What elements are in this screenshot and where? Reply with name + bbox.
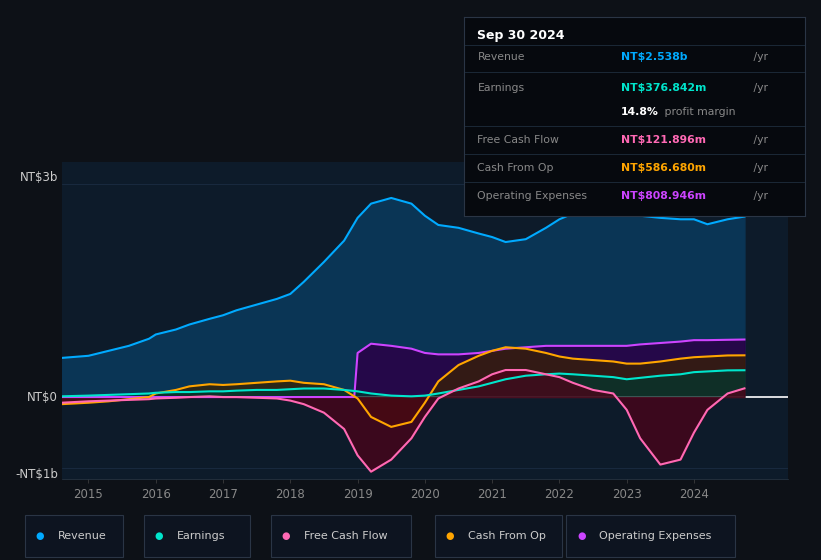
Text: ●: ● [577,531,585,542]
Text: NT$0: NT$0 [27,390,58,404]
Text: Free Cash Flow: Free Cash Flow [478,135,559,145]
Text: /yr: /yr [750,135,768,145]
Text: /yr: /yr [750,191,768,200]
Text: /yr: /yr [750,163,768,173]
Text: Revenue: Revenue [57,531,106,542]
Text: Free Cash Flow: Free Cash Flow [304,531,388,542]
Text: ●: ● [282,531,290,542]
Text: NT$121.896m: NT$121.896m [621,135,705,145]
Text: NT$376.842m: NT$376.842m [621,83,706,94]
Text: Cash From Op: Cash From Op [468,531,546,542]
Text: Sep 30 2024: Sep 30 2024 [478,29,565,42]
Text: /yr: /yr [750,52,768,62]
Text: Revenue: Revenue [478,52,525,62]
Text: NT$3b: NT$3b [20,171,58,184]
Text: Operating Expenses: Operating Expenses [599,531,712,542]
Text: NT$2.538b: NT$2.538b [621,52,687,62]
Text: Operating Expenses: Operating Expenses [478,191,588,200]
Text: ●: ● [446,531,454,542]
Text: ●: ● [154,531,163,542]
Text: NT$586.680m: NT$586.680m [621,163,705,173]
Text: Earnings: Earnings [478,83,525,94]
Text: NT$808.946m: NT$808.946m [621,191,705,200]
Text: -NT$1b: -NT$1b [15,468,58,481]
Text: 14.8%: 14.8% [621,107,658,117]
Text: ●: ● [35,531,44,542]
Text: Earnings: Earnings [177,531,225,542]
Text: profit margin: profit margin [662,107,736,117]
Text: Cash From Op: Cash From Op [478,163,554,173]
Text: /yr: /yr [750,83,768,94]
